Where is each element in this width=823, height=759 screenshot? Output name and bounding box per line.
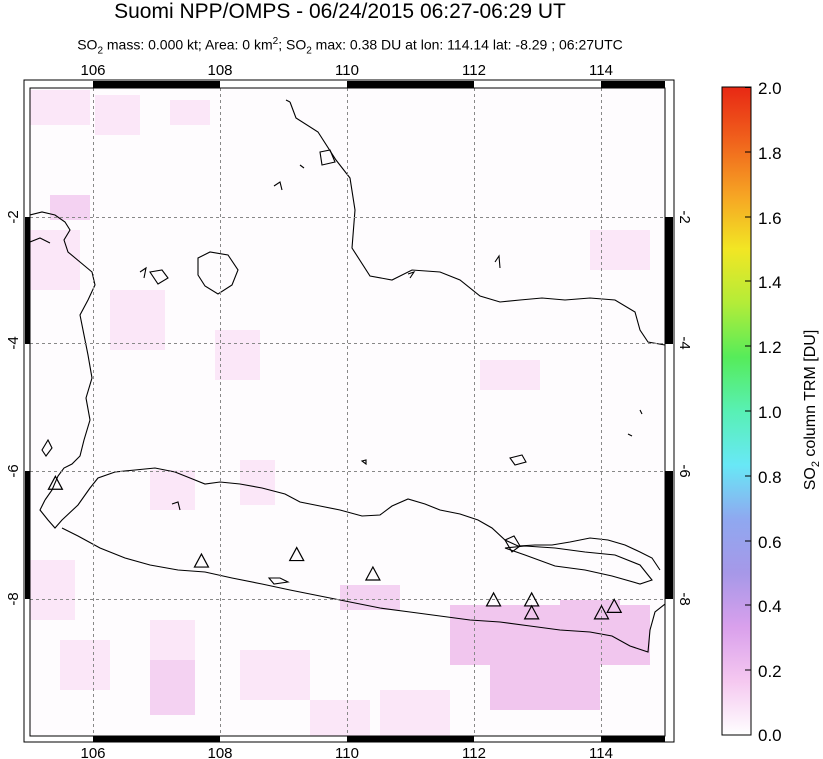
colorbar-label: 1.6 xyxy=(758,209,782,228)
colorbar-label: 1.0 xyxy=(758,403,782,422)
bottom-lon-label: 114 xyxy=(589,745,613,759)
volcano-icon xyxy=(523,604,540,620)
top-lon-label: 112 xyxy=(462,62,486,79)
top-lon-labels: 106 108 110 112 114 xyxy=(80,62,612,79)
colorbar-label: 0.8 xyxy=(758,468,782,487)
volcano-markers xyxy=(47,475,623,620)
bottom-lon-label: 106 xyxy=(80,745,105,759)
colorbar-label: 0.0 xyxy=(758,726,782,745)
left-lat-label: -4 xyxy=(5,336,22,349)
map-title: Suomi NPP/OMPS - 06/24/2015 06:27-06:29 … xyxy=(114,0,566,23)
colorbar-label: 0.6 xyxy=(758,533,782,552)
bottom-lon-labels: 106 108 110 112 114 xyxy=(80,745,612,759)
coastlines xyxy=(30,99,665,653)
left-lat-label: -6 xyxy=(5,464,22,477)
right-lat-label: -2 xyxy=(676,210,693,223)
colorbar: 2.0 1.8 1.6 1.4 1.2 1.0 0.8 0.6 0.4 0.2 … xyxy=(721,79,822,745)
bottom-lon-label: 110 xyxy=(335,745,359,759)
volcano-icon xyxy=(485,591,502,607)
right-lat-label: -6 xyxy=(676,464,693,477)
left-lat-labels: -2 -4 -6 -8 xyxy=(5,210,22,605)
colorbar-label: 1.2 xyxy=(758,338,782,357)
bottom-lon-label: 108 xyxy=(207,745,232,759)
colorbar-title: SO2 column TRM [DU] xyxy=(802,330,822,491)
volcano-icon xyxy=(193,552,210,568)
top-lon-label: 106 xyxy=(80,62,105,79)
colorbar-label: 0.2 xyxy=(758,662,782,681)
top-lon-label: 114 xyxy=(589,62,613,79)
colorbar-labels: 2.0 1.8 1.6 1.4 1.2 1.0 0.8 0.6 0.4 0.2 … xyxy=(758,79,782,745)
colorbar-ticks xyxy=(745,87,751,671)
colorbar-label: 1.4 xyxy=(758,273,782,292)
colorbar-label: 0.4 xyxy=(758,597,782,616)
left-lat-label: -8 xyxy=(5,592,22,605)
volcano-icon xyxy=(47,475,64,490)
left-lat-label: -2 xyxy=(5,210,22,223)
colorbar-label: 1.8 xyxy=(758,144,782,163)
volcano-icon xyxy=(606,598,623,614)
right-lat-label: -8 xyxy=(676,592,693,605)
right-lat-labels: -2 -4 -6 -8 xyxy=(676,210,693,605)
colorbar-label: 2.0 xyxy=(758,79,782,98)
volcano-icon xyxy=(288,546,305,562)
graticule xyxy=(30,88,665,736)
right-lat-label: -4 xyxy=(676,336,693,349)
volcano-icon xyxy=(364,565,381,581)
map-frame xyxy=(23,79,675,743)
volcano-icon xyxy=(593,604,610,620)
bottom-lon-label: 112 xyxy=(462,745,486,759)
map-subtitle: SO2 mass: 0.000 kt; Area: 0 km2; SO2 max… xyxy=(77,36,623,57)
top-lon-label: 108 xyxy=(207,62,232,79)
top-lon-label: 110 xyxy=(335,62,359,79)
